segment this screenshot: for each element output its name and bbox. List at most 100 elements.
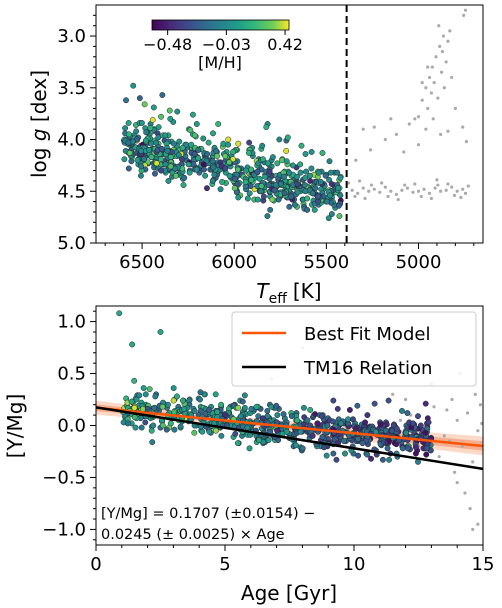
hot-star-point <box>277 181 284 187</box>
hot-star-point <box>159 92 166 98</box>
hot-star-point <box>327 192 333 199</box>
age-star-point <box>368 455 374 462</box>
hot-star-point <box>258 183 265 190</box>
hot-star-point <box>307 172 313 179</box>
hot-star-point <box>148 140 155 147</box>
colorbar-tick-label: −0.48 <box>143 35 192 54</box>
age-star-point <box>388 427 395 434</box>
age-star-point <box>280 411 287 418</box>
age-star-point <box>383 427 389 434</box>
age-star-point <box>146 386 153 393</box>
age-star-point <box>319 433 326 440</box>
age-star-point <box>206 406 213 413</box>
age-star-point <box>293 442 299 449</box>
hot-star-point <box>248 176 255 183</box>
cool-star-point <box>383 137 387 142</box>
hot-star-point <box>158 113 165 120</box>
age-star-point <box>149 439 156 446</box>
cool-star-point <box>466 184 470 188</box>
age-star-point <box>171 426 178 433</box>
hot-star-point <box>167 115 174 122</box>
cool-star-point <box>459 195 463 200</box>
hot-star-point <box>175 152 182 158</box>
age-star-point <box>274 412 281 419</box>
age-star-point <box>300 404 307 411</box>
age-star-point <box>235 404 242 411</box>
hot-star-point <box>242 178 249 185</box>
age-star-point <box>422 400 429 407</box>
cool-star-point <box>444 60 448 64</box>
cool-star-point <box>438 44 442 48</box>
cool-star-point <box>405 186 410 190</box>
age-star-point <box>256 437 263 443</box>
age-star-point <box>425 419 432 426</box>
cool-star-point <box>407 122 411 126</box>
old-star-point <box>404 397 408 402</box>
bottom-y-tick-label: 0.5 <box>57 364 86 385</box>
age-star-point <box>159 403 166 410</box>
cool-star-point <box>463 8 468 12</box>
cool-star-point <box>372 187 376 191</box>
top-x-tick-label: 5500 <box>303 252 349 273</box>
cool-star-point <box>396 197 400 202</box>
old-star-point <box>463 491 467 495</box>
hot-star-point <box>164 147 171 154</box>
age-star-point <box>241 392 248 399</box>
bottom-y-tick-label: −0.5 <box>42 467 86 488</box>
age-star-point <box>129 341 136 348</box>
hot-star-point <box>129 138 136 145</box>
age-star-point <box>246 445 253 452</box>
hot-star-point <box>246 139 253 146</box>
age-star-point <box>318 413 325 420</box>
hot-star-point <box>294 173 301 180</box>
bottom-panel: 0 5 10 15 1.0 0.5 0.0 −0.5 −1.0 Best Fit Model T… <box>3 305 494 605</box>
age-star-point <box>128 398 135 405</box>
fit-equation-line-1: [Y/Mg] = 0.1707 (±0.0154) − <box>101 506 315 522</box>
annotation-backdrop <box>99 503 355 543</box>
hot-star-point <box>267 206 274 213</box>
cool-star-point <box>394 132 398 136</box>
age-star-point <box>359 440 366 447</box>
cool-star-point <box>424 127 428 131</box>
old-star-point <box>460 444 464 448</box>
old-star-point <box>432 405 436 409</box>
colorbar-gradient <box>151 19 290 31</box>
cool-star-point <box>353 194 357 199</box>
old-star-point <box>471 460 475 464</box>
hot-star-point <box>315 169 322 176</box>
age-star-point <box>232 430 239 437</box>
cool-star-point <box>413 182 417 186</box>
hot-star-point <box>225 136 232 143</box>
cool-star-point <box>363 196 367 201</box>
cool-star-point <box>424 86 428 90</box>
hot-star-point <box>200 135 207 142</box>
age-star-point <box>133 396 140 403</box>
hot-star-point <box>304 195 311 202</box>
cool-star-point <box>383 185 387 189</box>
hot-star-point <box>326 158 333 165</box>
hot-star-point <box>234 181 241 187</box>
hot-star-point <box>152 170 158 177</box>
hot-star-point <box>186 169 193 176</box>
cool-star-point <box>346 181 351 185</box>
age-star-point <box>265 437 272 443</box>
cool-star-point <box>357 179 362 183</box>
cool-star-point <box>436 96 440 100</box>
cool-star-point <box>442 86 446 90</box>
hot-star-point <box>219 178 226 185</box>
cool-star-point <box>369 183 374 187</box>
hot-star-point <box>125 120 132 126</box>
cool-star-point <box>394 192 398 196</box>
age-star-point <box>371 400 378 407</box>
age-star-point <box>377 421 384 428</box>
cool-star-point <box>427 191 432 195</box>
hot-star-point <box>272 182 279 189</box>
hot-star-point <box>264 213 271 220</box>
hot-star-point <box>147 125 154 132</box>
age-star-point <box>379 456 386 463</box>
hot-star-point <box>162 132 169 139</box>
age-star-point <box>234 440 241 447</box>
age-star-point <box>355 436 362 442</box>
hot-star-point <box>226 159 233 166</box>
legend-box <box>231 311 477 387</box>
